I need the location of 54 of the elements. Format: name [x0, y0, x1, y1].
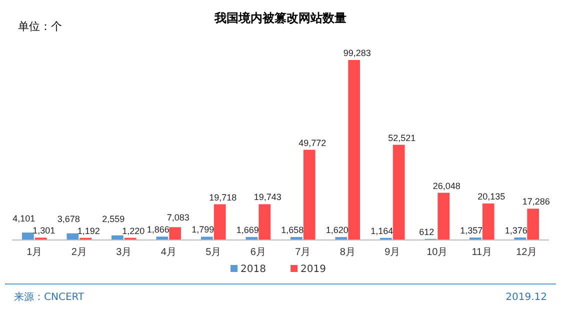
chart-title: 我国境内被篡改网站数量 [214, 11, 346, 25]
bar [527, 208, 540, 240]
text: 单位：个 [18, 20, 62, 33]
data-label: 52,521 [388, 132, 416, 143]
data-label: 1,376 [504, 226, 528, 236]
x-tick-label: 11月 [472, 247, 492, 258]
bar [214, 204, 226, 240]
data-label: 3,678 [57, 214, 80, 224]
legend-label: 2018 [240, 264, 266, 275]
data-label: 19,743 [254, 192, 282, 202]
x-tick-label: 10月 [426, 247, 448, 258]
data-label: 1,799 [192, 224, 214, 235]
bar [303, 150, 316, 240]
x-tick-label: 2月 [71, 247, 87, 258]
data-label: 1,164 [370, 226, 394, 236]
data-label: 4,101 [12, 214, 36, 224]
x-tick-label: 1月 [26, 247, 42, 258]
data-label: 2,559 [102, 214, 125, 224]
bar [169, 227, 182, 240]
data-label: 1,866 [146, 224, 170, 235]
x-tick-label: 9月 [384, 247, 400, 258]
data-label: 7,083 [166, 212, 190, 223]
bar [348, 60, 360, 240]
data-label: 19,718 [209, 192, 237, 202]
x-tick-label: 8月 [340, 247, 356, 258]
data-label: 17,286 [522, 196, 550, 207]
x-tick-label: 4月 [160, 247, 176, 258]
bar [66, 233, 79, 240]
legend-label: 2019 [300, 264, 326, 275]
bar [392, 144, 405, 240]
bar [482, 203, 494, 240]
data-label: 1,301 [32, 226, 56, 236]
data-label: 99,283 [343, 48, 371, 58]
text: 2019.12 [506, 292, 547, 303]
data-label: 1,220 [122, 226, 145, 236]
x-tick-label: 5月 [206, 247, 222, 258]
data-label: 1,620 [326, 225, 348, 236]
bar [258, 204, 271, 240]
bar [22, 232, 34, 240]
source-note: 来源：CNCERT [14, 291, 85, 303]
data-label: 1,658 [281, 224, 304, 235]
x-tick-label: 12月 [516, 247, 538, 258]
x-tick-label: 7月 [295, 247, 311, 258]
data-label: 20,135 [478, 191, 506, 202]
bar [200, 236, 213, 240]
data-label: 612 [419, 226, 434, 237]
data-label: 49,772 [298, 138, 326, 148]
x-tick-label: 6月 [250, 247, 266, 258]
bar [438, 192, 450, 240]
data-label: 26,048 [432, 180, 460, 191]
data-label: 1,669 [236, 224, 259, 235]
data-label: 1,357 [460, 226, 483, 236]
data-label: 1,192 [77, 226, 100, 236]
x-tick-label: 3月 [116, 247, 132, 258]
